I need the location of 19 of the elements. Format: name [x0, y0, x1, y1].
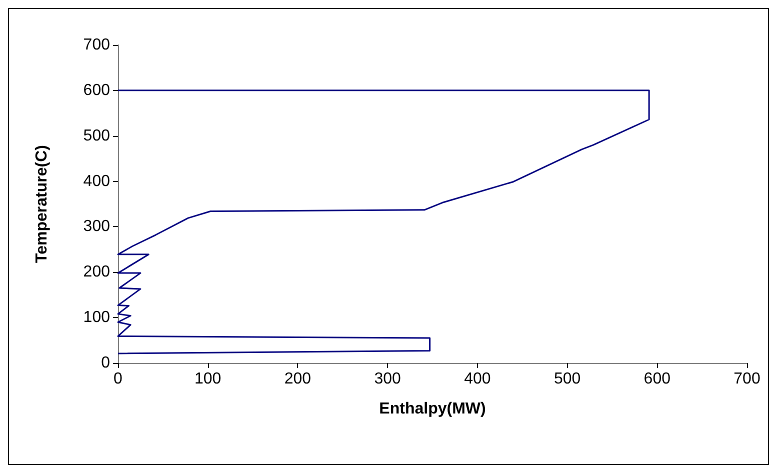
x-tick-label: 400 [464, 370, 491, 388]
y-tick-label: 300 [83, 218, 110, 236]
y-axis-title: Temperature(C) [34, 145, 50, 263]
y-tick-label: 200 [83, 264, 110, 281]
x-axis-title: Enthalpy(MW) [379, 400, 486, 418]
x-tick-label: 700 [734, 370, 760, 388]
x-tick-label: 100 [194, 370, 222, 388]
y-tick-label: 700 [83, 36, 110, 54]
y-tick-label: 0 [101, 354, 110, 372]
x-tick-label: 500 [554, 370, 581, 388]
x-tick-label: 600 [644, 370, 671, 388]
x-tick-label: 0 [114, 370, 123, 388]
y-tick-label: 100 [83, 309, 110, 326]
line-series [117, 90, 650, 354]
y-tick-label: 400 [83, 172, 110, 190]
y-tick-label: 600 [83, 82, 110, 99]
x-tick-label: 200 [284, 370, 312, 388]
x-tick-label: 300 [374, 370, 402, 388]
y-tick-label: 500 [83, 127, 110, 144]
